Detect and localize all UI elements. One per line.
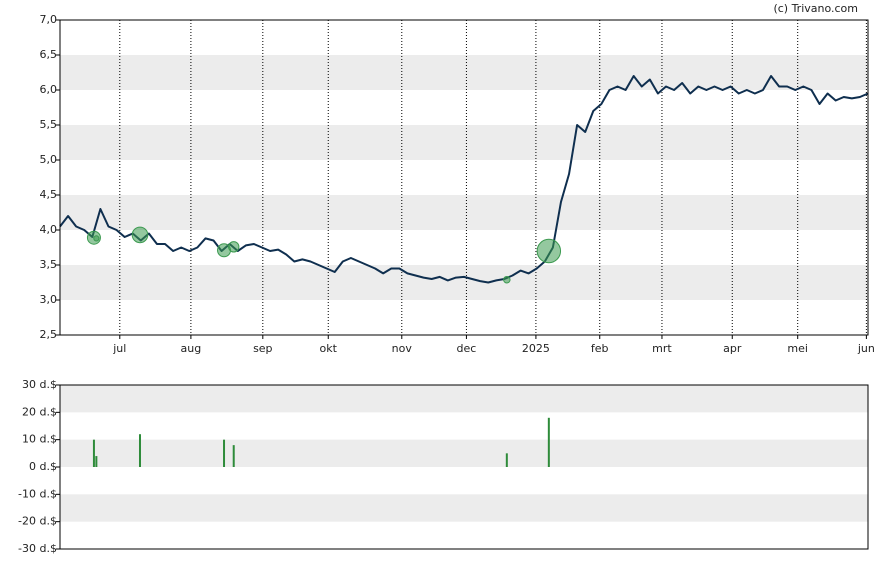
y-tick-label: -30 d.$ [18,542,57,555]
event-marker [228,241,240,253]
band [60,439,868,467]
bar [232,445,235,467]
y-tick-label: 6,0 [40,83,58,96]
x-tick-label: okt [320,342,338,355]
plot-frame [59,384,869,550]
plot-frame [59,19,869,336]
x-tick-label: feb [591,342,609,355]
band [60,195,868,230]
event-marker [536,238,562,264]
bar [95,456,98,467]
x-tick-label: sep [253,342,272,355]
credit: (c) Trivano.com [773,2,858,15]
y-tick-label: 2,5 [40,328,58,341]
y-tick-label: 6,5 [40,48,58,61]
y-tick-label: 5,5 [40,118,58,131]
x-tick-label: nov [392,342,413,355]
band [60,265,868,300]
x-tick-label: apr [723,342,742,355]
x-tick-label: mei [787,342,808,355]
bar [223,439,226,467]
x-tick-label: jun [857,342,875,355]
event-marker [131,226,149,244]
band [60,385,868,413]
event-marker [503,275,511,284]
y-tick-label: -10 d.$ [18,487,57,500]
band [60,494,868,522]
y-tick-label: 30 d.$ [22,378,57,391]
y-tick-label: 7,0 [40,13,58,26]
x-tick-label: aug [181,342,202,355]
band [60,55,868,90]
x-tick-label: mrt [652,342,672,355]
y-tick-label: 4,0 [40,223,58,236]
band [60,125,868,160]
y-tick-label: 20 d.$ [22,405,57,418]
x-tick-label: dec [457,342,477,355]
x-tick-label: jul [112,342,126,355]
event-marker [93,235,100,242]
y-tick-label: 3,5 [40,258,58,271]
bar [505,453,508,467]
y-tick-label: 10 d.$ [22,433,57,446]
bar [138,434,141,467]
y-tick-label: 3,0 [40,293,58,306]
bar [92,439,95,467]
y-tick-label: 0 d.$ [29,460,57,473]
bar [547,417,550,467]
y-tick-label: -20 d.$ [18,515,57,528]
y-tick-label: 4,5 [40,188,58,201]
price-line [59,75,869,284]
x-tick-label: 2025 [522,342,550,355]
y-tick-label: 5,0 [40,153,58,166]
